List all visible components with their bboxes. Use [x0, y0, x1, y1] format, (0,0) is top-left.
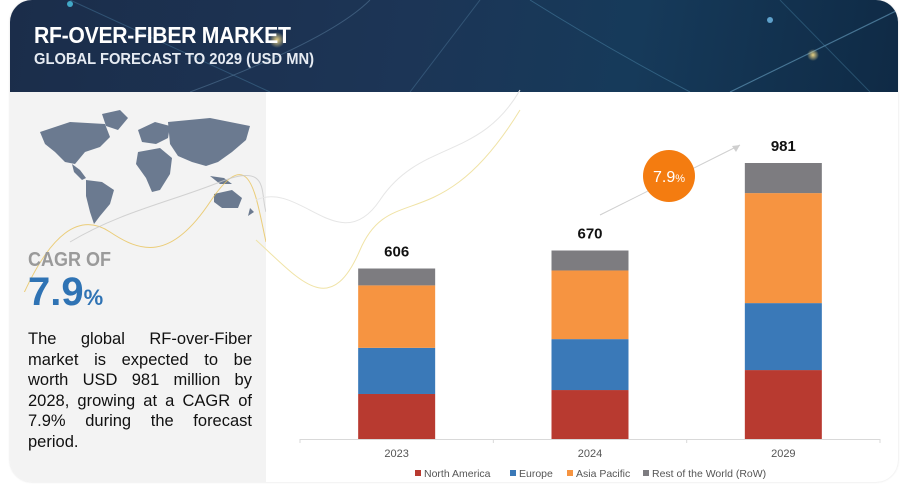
- cagr-number: 7.9: [28, 270, 84, 314]
- bar-segment-rest-of-the-world-row: [551, 250, 629, 271]
- legend-swatch: [510, 470, 516, 476]
- bar-segment-north-america: [744, 370, 822, 439]
- decorative-curve: [255, 109, 521, 289]
- page-title: RF-OVER-FIBER MARKET: [34, 22, 291, 48]
- cagr-value: 7.9%: [28, 270, 103, 315]
- growth-badge-text: 7.9%: [653, 169, 685, 186]
- bar-segment-rest-of-the-world-row: [744, 163, 822, 194]
- legend-swatch: [643, 470, 649, 476]
- bar-total-label: 606: [384, 244, 409, 261]
- legend-label: North America: [424, 468, 491, 480]
- legend-swatch: [567, 470, 573, 476]
- bar-segment-asia-pacific: [744, 193, 822, 304]
- summary-panel: CAGR OF 7.9% The global RF-over-Fiber ma…: [10, 92, 266, 482]
- growth-arrow-head: [732, 145, 740, 152]
- legend-label: Europe: [519, 468, 553, 480]
- fiber-light-decoration: [67, 0, 898, 92]
- market-description: The global RF-over-Fiber market is expec…: [28, 330, 252, 451]
- bar-segment-rest-of-the-world-row: [358, 268, 436, 286]
- bar-total-label: 981: [771, 138, 796, 155]
- legend-label: Asia Pacific: [576, 468, 630, 480]
- page-subtitle: GLOBAL FORECAST TO 2029 (USD MN): [34, 51, 314, 68]
- header-banner: RF-OVER-FIBER MARKET GLOBAL FORECAST TO …: [10, 0, 898, 92]
- bar-segment-asia-pacific: [551, 270, 629, 340]
- cagr-label: CAGR OF: [28, 249, 111, 271]
- x-tick-label: 2029: [771, 448, 795, 460]
- legend-swatch: [415, 470, 421, 476]
- world-map-icon: [23, 110, 266, 292]
- legend-label: Rest of the World (RoW): [652, 468, 766, 480]
- x-tick-label: 2023: [384, 448, 408, 460]
- decorative-curve: [255, 89, 521, 224]
- cagr-percent-sign: %: [83, 285, 104, 310]
- bar-total-label: 670: [577, 225, 602, 242]
- growth-badge: [643, 150, 695, 202]
- bar-segment-asia-pacific: [358, 285, 436, 348]
- bar-segment-europe: [551, 339, 629, 391]
- bar-segment-north-america: [358, 393, 436, 439]
- bar-segment-europe: [744, 303, 822, 371]
- x-tick-label: 2024: [578, 448, 602, 460]
- bar-segment-north-america: [551, 390, 629, 439]
- bar-segment-europe: [358, 347, 436, 394]
